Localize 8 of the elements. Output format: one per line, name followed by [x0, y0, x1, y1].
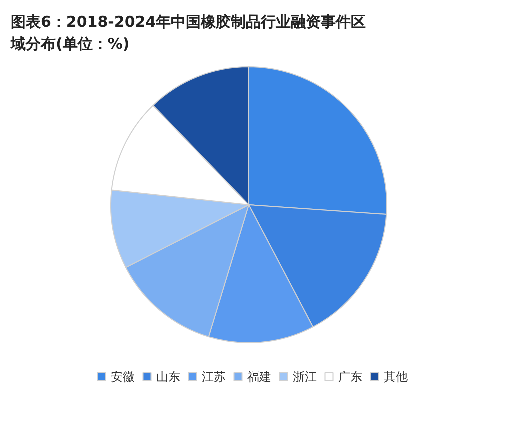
legend-label: 广东: [338, 370, 362, 384]
legend-label: 江苏: [202, 370, 226, 384]
chart-title: 图表6：2018-2024年中国橡胶制品行业融资事件区域分布(单位：%): [10, 13, 366, 53]
legend-label: 山东: [156, 370, 180, 384]
legend-label: 其他: [384, 370, 408, 384]
legend-label: 安徽: [110, 370, 135, 384]
legend-label: 浙江: [292, 370, 317, 384]
legend-label: 福建: [247, 370, 272, 384]
